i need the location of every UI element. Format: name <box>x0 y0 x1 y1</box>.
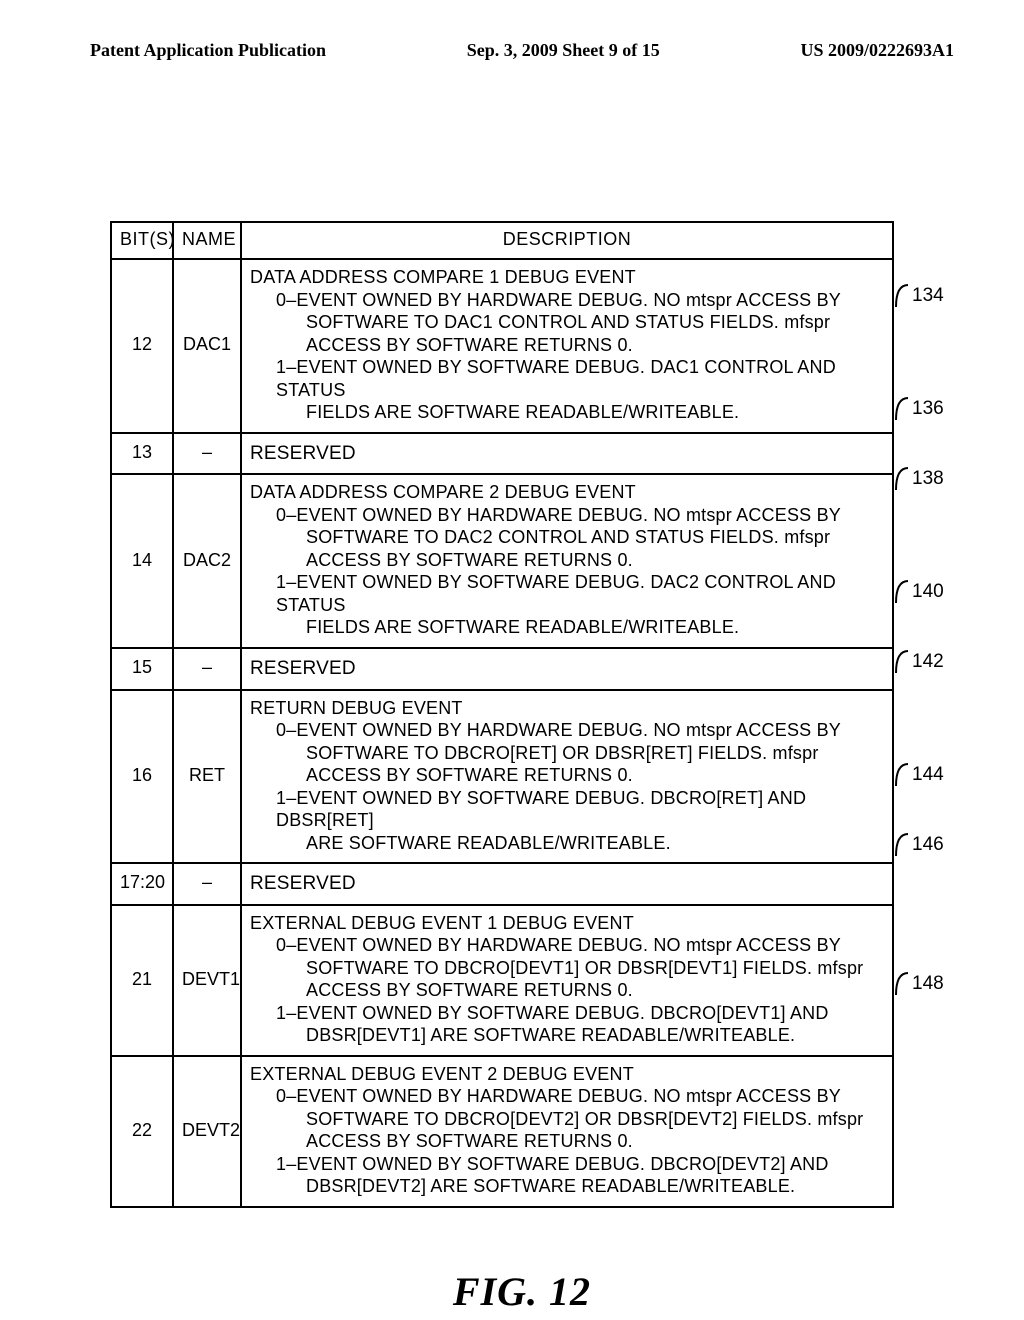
cell-name: DAC2 <box>173 474 241 648</box>
desc-line: ARE SOFTWARE READABLE/WRITEABLE. <box>250 832 884 855</box>
desc-line: FIELDS ARE SOFTWARE READABLE/WRITEABLE. <box>250 616 884 639</box>
callout-hook-icon <box>894 283 910 309</box>
col-name: NAME <box>173 222 241 259</box>
callout-number: 146 <box>912 834 944 856</box>
desc-line: SOFTWARE TO DBCRO[DEVT2] OR DBSR[DEVT2] … <box>250 1108 884 1131</box>
col-desc: DESCRIPTION <box>241 222 893 259</box>
cell-desc-reserved: RESERVED <box>241 863 893 905</box>
col-bit: BIT(S) <box>111 222 173 259</box>
cell-bit: 16 <box>111 690 173 864</box>
cell-desc: EXTERNAL DEBUG EVENT 1 DEBUG EVENT 0–EVE… <box>241 905 893 1056</box>
cell-bit: 14 <box>111 474 173 648</box>
desc-line: FIELDS ARE SOFTWARE READABLE/WRITEABLE. <box>250 401 884 424</box>
callout-number: 138 <box>912 468 944 490</box>
desc-line: ACCESS BY SOFTWARE RETURNS 0. <box>250 1130 884 1153</box>
header-left: Patent Application Publication <box>90 40 326 61</box>
cell-bit: 12 <box>111 259 173 433</box>
cell-desc: DATA ADDRESS COMPARE 2 DEBUG EVENT 0–EVE… <box>241 474 893 648</box>
desc-line: SOFTWARE TO DAC2 CONTROL AND STATUS FIEL… <box>250 526 884 549</box>
desc-line: 0–EVENT OWNED BY HARDWARE DEBUG. NO mtsp… <box>250 1085 884 1108</box>
callout: 144 <box>894 762 944 788</box>
desc-line: 1–EVENT OWNED BY SOFTWARE DEBUG. DAC1 CO… <box>250 356 884 401</box>
cell-desc-reserved: RESERVED <box>241 648 893 690</box>
bits-table: BIT(S) NAME DESCRIPTION 12 DAC1 DATA ADD… <box>110 221 894 1208</box>
table-row: 14 DAC2 DATA ADDRESS COMPARE 2 DEBUG EVE… <box>111 474 893 648</box>
desc-line: 0–EVENT OWNED BY HARDWARE DEBUG. NO mtsp… <box>250 289 884 312</box>
desc-title: DATA ADDRESS COMPARE 2 DEBUG EVENT <box>250 481 884 504</box>
callout-hook-icon <box>894 832 910 858</box>
desc-line: 0–EVENT OWNED BY HARDWARE DEBUG. NO mtsp… <box>250 934 884 957</box>
header-center: Sep. 3, 2009 Sheet 9 of 15 <box>467 40 660 61</box>
cell-desc: EXTERNAL DEBUG EVENT 2 DEBUG EVENT 0–EVE… <box>241 1056 893 1207</box>
desc-title: RETURN DEBUG EVENT <box>250 697 884 720</box>
desc-line: 1–EVENT OWNED BY SOFTWARE DEBUG. DBCRO[D… <box>250 1153 884 1176</box>
desc-line: 1–EVENT OWNED BY SOFTWARE DEBUG. DBCRO[D… <box>250 1002 884 1025</box>
desc-line: 0–EVENT OWNED BY HARDWARE DEBUG. NO mtsp… <box>250 504 884 527</box>
table-header-row: BIT(S) NAME DESCRIPTION <box>111 222 893 259</box>
callout-number: 144 <box>912 764 944 786</box>
desc-line: SOFTWARE TO DBCRO[DEVT1] OR DBSR[DEVT1] … <box>250 957 884 980</box>
callout: 146 <box>894 832 944 858</box>
cell-name: – <box>173 433 241 475</box>
callout-hook-icon <box>894 971 910 997</box>
desc-line: ACCESS BY SOFTWARE RETURNS 0. <box>250 764 884 787</box>
cell-bit: 15 <box>111 648 173 690</box>
desc-title: EXTERNAL DEBUG EVENT 1 DEBUG EVENT <box>250 912 884 935</box>
desc-line: SOFTWARE TO DBCRO[RET] OR DBSR[RET] FIEL… <box>250 742 884 765</box>
callout: 148 <box>894 971 944 997</box>
callout: 142 <box>894 649 944 675</box>
cell-name: DEVT2 <box>173 1056 241 1207</box>
desc-line: SOFTWARE TO DAC1 CONTROL AND STATUS FIEL… <box>250 311 884 334</box>
table-row: 17:20 – RESERVED <box>111 863 893 905</box>
cell-bit: 13 <box>111 433 173 475</box>
cell-bit: 17:20 <box>111 863 173 905</box>
desc-line: 0–EVENT OWNED BY HARDWARE DEBUG. NO mtsp… <box>250 719 884 742</box>
callout-number: 134 <box>912 285 944 307</box>
desc-line: 1–EVENT OWNED BY SOFTWARE DEBUG. DBCRO[R… <box>250 787 884 832</box>
callout: 136 <box>894 396 944 422</box>
page-header: Patent Application Publication Sep. 3, 2… <box>90 40 954 61</box>
cell-bit: 21 <box>111 905 173 1056</box>
cell-desc: DATA ADDRESS COMPARE 1 DEBUG EVENT 0–EVE… <box>241 259 893 433</box>
callout-number: 136 <box>912 398 944 420</box>
callout: 138 <box>894 466 944 492</box>
callout: 134 <box>894 283 944 309</box>
callout-number: 142 <box>912 651 944 673</box>
callout-layer: 134 136 138 140 142 144 <box>894 221 954 1208</box>
cell-name: DAC1 <box>173 259 241 433</box>
callout-hook-icon <box>894 649 910 675</box>
cell-bit: 22 <box>111 1056 173 1207</box>
table-row: 16 RET RETURN DEBUG EVENT 0–EVENT OWNED … <box>111 690 893 864</box>
desc-line: DBSR[DEVT1] ARE SOFTWARE READABLE/WRITEA… <box>250 1024 884 1047</box>
table-row: 12 DAC1 DATA ADDRESS COMPARE 1 DEBUG EVE… <box>111 259 893 433</box>
table-row: 13 – RESERVED <box>111 433 893 475</box>
table-row: 21 DEVT1 EXTERNAL DEBUG EVENT 1 DEBUG EV… <box>111 905 893 1056</box>
callout-hook-icon <box>894 466 910 492</box>
cell-desc-reserved: RESERVED <box>241 433 893 475</box>
cell-desc: RETURN DEBUG EVENT 0–EVENT OWNED BY HARD… <box>241 690 893 864</box>
callout-number: 140 <box>912 581 944 603</box>
desc-line: ACCESS BY SOFTWARE RETURNS 0. <box>250 334 884 357</box>
figure-label: FIG. 12 <box>90 1268 954 1315</box>
callout-hook-icon <box>894 396 910 422</box>
cell-name: – <box>173 863 241 905</box>
callout-hook-icon <box>894 762 910 788</box>
cell-name: RET <box>173 690 241 864</box>
cell-name: DEVT1 <box>173 905 241 1056</box>
table-row: 15 – RESERVED <box>111 648 893 690</box>
table-row: 22 DEVT2 EXTERNAL DEBUG EVENT 2 DEBUG EV… <box>111 1056 893 1207</box>
desc-line: 1–EVENT OWNED BY SOFTWARE DEBUG. DAC2 CO… <box>250 571 884 616</box>
cell-name: – <box>173 648 241 690</box>
header-right: US 2009/0222693A1 <box>800 40 954 61</box>
desc-line: ACCESS BY SOFTWARE RETURNS 0. <box>250 549 884 572</box>
callout: 140 <box>894 579 944 605</box>
desc-title: DATA ADDRESS COMPARE 1 DEBUG EVENT <box>250 266 884 289</box>
desc-title: EXTERNAL DEBUG EVENT 2 DEBUG EVENT <box>250 1063 884 1086</box>
bits-table-wrap: BIT(S) NAME DESCRIPTION 12 DAC1 DATA ADD… <box>110 221 894 1208</box>
desc-line: ACCESS BY SOFTWARE RETURNS 0. <box>250 979 884 1002</box>
callout-hook-icon <box>894 579 910 605</box>
callout-number: 148 <box>912 973 944 995</box>
desc-line: DBSR[DEVT2] ARE SOFTWARE READABLE/WRITEA… <box>250 1175 884 1198</box>
